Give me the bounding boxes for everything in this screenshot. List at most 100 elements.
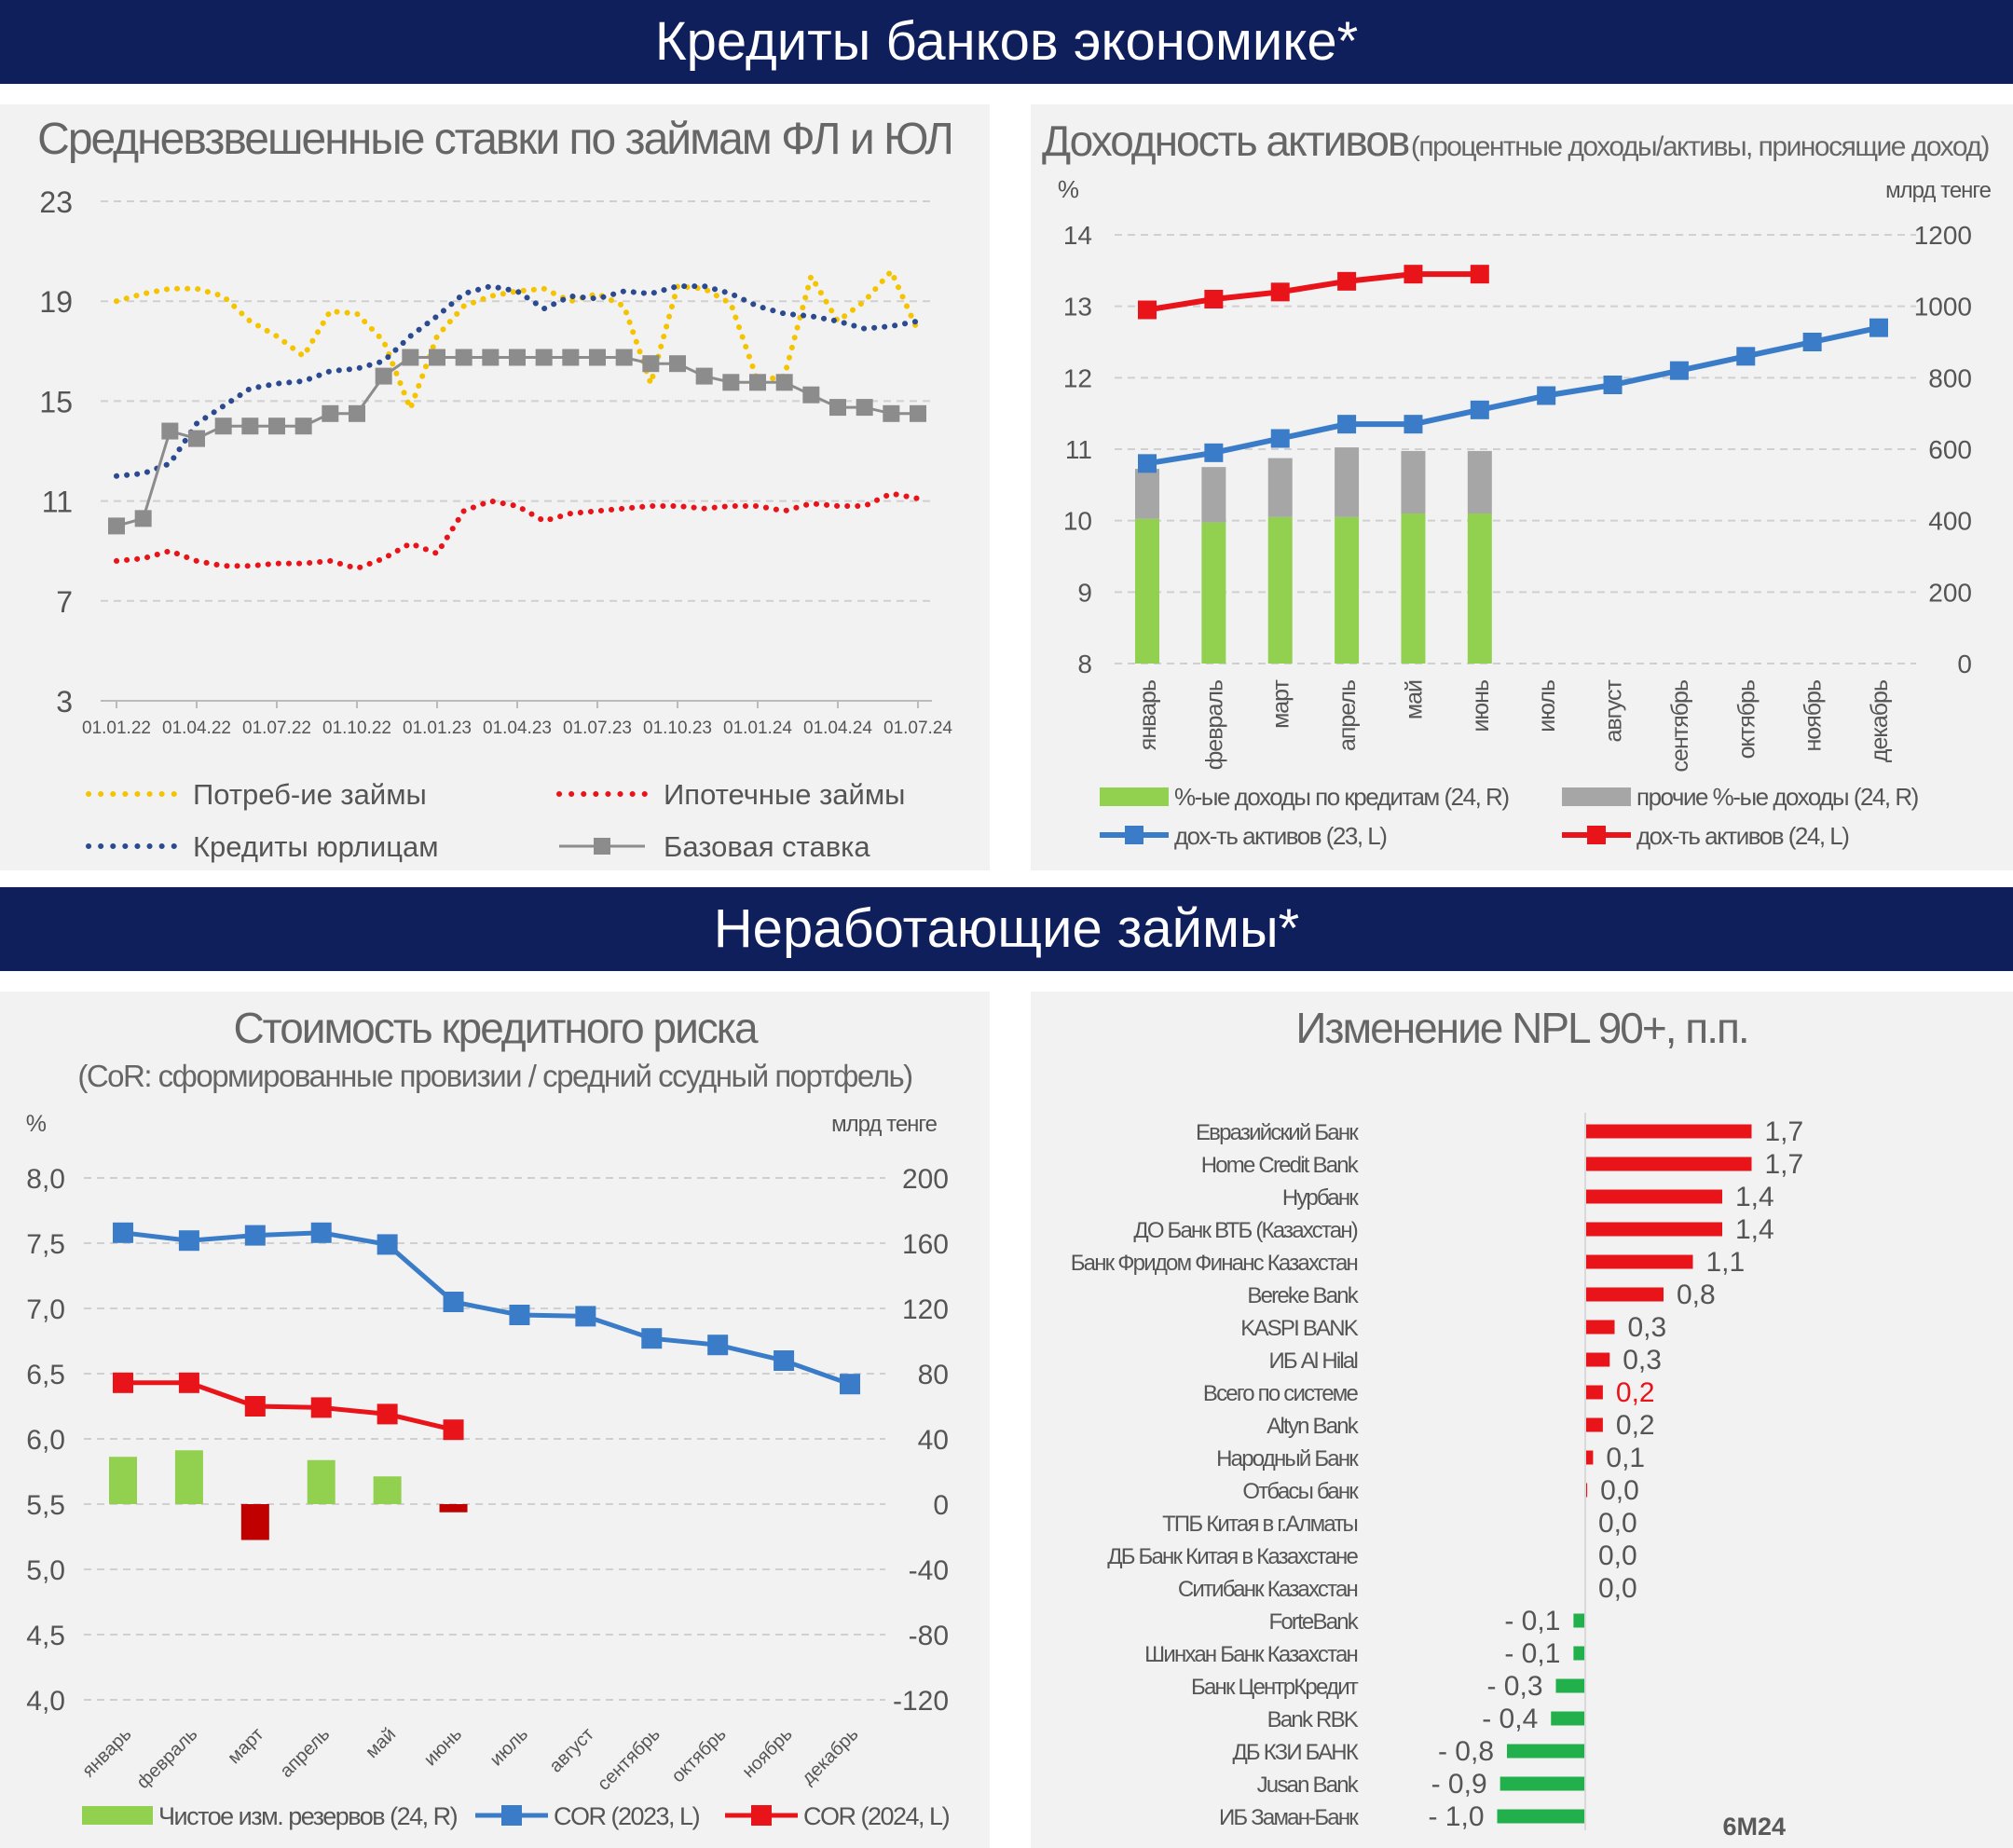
bar-net-reserves	[109, 1457, 137, 1504]
series-marker	[509, 349, 526, 366]
x-tick-label: февраль	[133, 1724, 202, 1793]
rates-chart: 23 19 15 11 7 3 01.01.22 01.04.22 01.07.22 01.10.…	[39, 185, 952, 863]
series-marker	[377, 1234, 398, 1255]
x-tick-label: сентябрь	[1667, 680, 1693, 772]
legend-marker	[1587, 826, 1606, 844]
y-right-tick-label: 0	[1957, 650, 1972, 678]
series-marker	[244, 1396, 266, 1417]
series-marker	[774, 1350, 795, 1371]
x-tick-label: февраль	[1201, 680, 1227, 770]
npl-bar	[1585, 1352, 1610, 1367]
banner-npl: Неработающие займы*	[0, 887, 2013, 971]
category-label: ТПБ Китая в г.Алматы	[1162, 1512, 1357, 1537]
yield-title-row: Доходность активов (процентные доходы/ак…	[1042, 116, 2011, 166]
bar-loan-income	[1335, 516, 1360, 664]
data-label: 0,0	[1598, 1540, 1637, 1571]
y-left-tick-label: 8	[1077, 650, 1092, 678]
category-label: ДБ Банк Китая в Казахстане	[1107, 1544, 1358, 1569]
bar-loan-income	[1267, 516, 1293, 664]
y-right-tick-label: 800	[1928, 363, 1972, 392]
series-marker	[829, 399, 846, 417]
npl-bar	[1585, 1450, 1594, 1465]
legend-label: COR (2024, L)	[803, 1802, 950, 1830]
category-label: ИБ Al Hilal	[1268, 1348, 1357, 1374]
series-marker	[1204, 290, 1224, 308]
series-marker	[1802, 333, 1822, 351]
y-left-tick-label: 4,0	[26, 1686, 65, 1717]
category-label: Home Credit Bank	[1201, 1153, 1360, 1178]
legend-swatch	[82, 1806, 153, 1825]
npl-bar	[1585, 1222, 1722, 1237]
series-line-Кредиты юрлицам	[114, 283, 921, 479]
category-label: Всего по системе	[1203, 1381, 1359, 1406]
series-marker	[707, 1335, 729, 1356]
data-label: - 0,3	[1486, 1671, 1542, 1702]
npl-bar	[1499, 1776, 1585, 1791]
series-marker	[775, 374, 793, 391]
yield-subtitle: (процентные доходы/активы, приносящие до…	[1410, 131, 1991, 162]
series-marker	[178, 1372, 199, 1393]
x-tick-label: сентябрь	[594, 1724, 664, 1795]
period-label: 6М24	[1722, 1813, 1786, 1841]
series-marker	[1470, 265, 1489, 284]
data-label: 0,0	[1598, 1508, 1637, 1539]
x-tick-label: май	[362, 1724, 400, 1762]
x-tick-label: июль	[1534, 680, 1560, 732]
series-marker	[1869, 318, 1888, 337]
y-left-tick-label: 10	[1063, 507, 1092, 536]
y-tick-label: 3	[56, 685, 73, 719]
series-marker	[161, 422, 179, 440]
bar-net-reserves	[240, 1504, 269, 1540]
npl-title: Изменение NPL 90+, п.п.	[1295, 1004, 1749, 1052]
x-tick-label: ноябрь	[738, 1724, 796, 1782]
series-marker	[349, 404, 365, 422]
category-label: Банк Фридом Финанс Казахстан	[1071, 1251, 1358, 1276]
data-label: 1,7	[1765, 1116, 1804, 1147]
y-right-unit: млрд тенге	[831, 1112, 938, 1137]
x-tick-label: 01.04.23	[483, 719, 552, 738]
legend-swatch	[1100, 787, 1169, 806]
series-marker	[589, 349, 606, 366]
series-marker	[575, 1306, 596, 1327]
legend-marker	[594, 838, 610, 855]
y-right-tick-label: 0	[933, 1490, 949, 1521]
series-marker	[1270, 429, 1290, 448]
series-marker	[241, 418, 259, 435]
cor-chart: % млрд тенге 8,0 200 7,5 160 7,0 120 6,5 80 6,0 40 5…	[26, 1111, 951, 1830]
npl-bar	[1573, 1646, 1585, 1661]
series-marker	[695, 367, 713, 385]
series-marker	[375, 367, 392, 385]
npl-bar	[1551, 1711, 1585, 1726]
series-marker	[113, 1372, 133, 1393]
npl-bar	[1573, 1613, 1585, 1628]
series-marker	[1337, 415, 1357, 434]
y-right-tick-label: -40	[909, 1555, 949, 1586]
series-marker	[443, 1419, 464, 1441]
bar-net-reserves	[439, 1504, 468, 1513]
series-marker	[377, 1403, 398, 1425]
legend-marker	[501, 1805, 522, 1826]
category-label: KASPI BANK	[1240, 1316, 1359, 1341]
y-left-tick-label: 7,0	[26, 1294, 65, 1325]
y-right-tick-label: 200	[1928, 578, 1972, 607]
y-right-tick-label: -80	[909, 1621, 949, 1651]
data-label: 0,2	[1616, 1410, 1655, 1441]
x-tick-label: апрель	[276, 1724, 334, 1782]
bar-other-income	[1135, 469, 1159, 519]
data-label: 1,1	[1706, 1247, 1746, 1278]
series-marker	[802, 386, 820, 404]
y-left-unit: %	[1058, 175, 1079, 203]
y-left-tick-label: 8,0	[26, 1164, 65, 1195]
data-label: - 0,1	[1504, 1638, 1560, 1669]
series-marker	[1736, 347, 1756, 366]
data-label: - 0,1	[1504, 1606, 1560, 1636]
legend-swatch	[1562, 787, 1631, 806]
series-line-Ипотечные займы	[114, 490, 921, 572]
x-tick-label: 01.01.24	[723, 719, 792, 738]
series-marker	[443, 1292, 464, 1312]
rates-panel: Средневзвешенные ставки по займам ФЛ и Ю…	[0, 104, 990, 870]
series-marker	[840, 1374, 860, 1395]
y-left-unit: %	[26, 1111, 47, 1137]
x-tick-label: декабрь	[1867, 680, 1893, 762]
cor-subtitle: (CoR: сформированные провизии / средний …	[77, 1059, 913, 1093]
